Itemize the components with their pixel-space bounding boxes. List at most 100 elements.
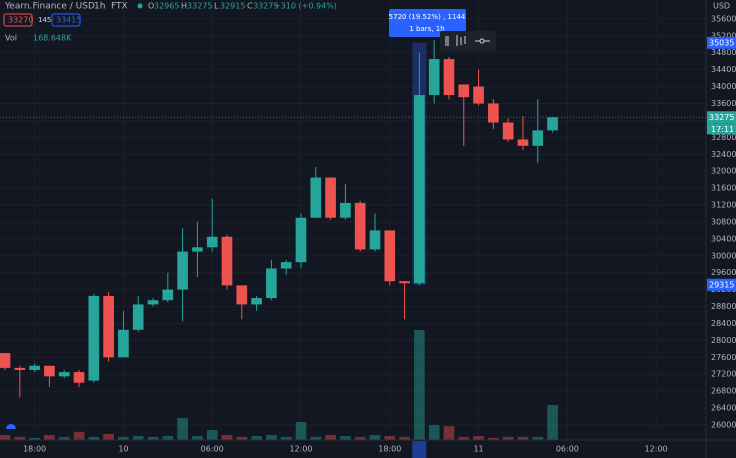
volume-bar xyxy=(14,436,26,440)
y-tick-label: 32000 xyxy=(711,167,736,176)
volume-bar xyxy=(132,436,144,440)
candle-body xyxy=(384,230,396,282)
ohlc-key: H xyxy=(181,2,187,11)
volume-bar xyxy=(44,435,55,440)
y-tick-label: 34800 xyxy=(711,48,736,57)
ohlc-key: C xyxy=(247,2,253,11)
y-tick-label: 31600 xyxy=(711,184,736,193)
volume-bar xyxy=(354,436,366,440)
interval: 1h xyxy=(94,2,105,12)
y-tick-label: 27600 xyxy=(711,353,736,362)
volume-bar xyxy=(177,418,188,440)
y-tick-label: 28400 xyxy=(711,319,736,328)
volume-bar xyxy=(473,436,484,440)
y-tick-label: 28000 xyxy=(711,336,736,345)
ask-box[interactable] xyxy=(51,13,81,27)
volume-bar xyxy=(340,436,351,440)
volume-bar xyxy=(399,436,410,440)
y-tick-label: 26400 xyxy=(711,404,736,413)
volume-text: 168.648K xyxy=(33,34,72,43)
price-marker-label: 29315 xyxy=(709,280,734,289)
y-tick-label: 35600 xyxy=(711,14,736,23)
candle-body xyxy=(399,281,410,284)
candle-body xyxy=(295,217,307,263)
volume-bar xyxy=(147,436,159,440)
tooltip-line: 5720 (19.52%) , 1144 xyxy=(389,13,466,21)
volume-bar xyxy=(251,436,262,440)
volume-bar xyxy=(295,421,307,440)
currency: USD xyxy=(713,2,730,11)
y-tick-label: 26800 xyxy=(711,387,736,396)
volume-bar xyxy=(547,404,558,440)
candle-body xyxy=(414,95,425,284)
y-tick-label: 32800 xyxy=(711,133,736,142)
measure-tooltip xyxy=(389,9,466,37)
volume-bar xyxy=(118,436,129,440)
candle-body xyxy=(58,372,70,377)
y-tick-label: 28800 xyxy=(711,302,736,311)
candle-body xyxy=(44,365,55,377)
volume-bar xyxy=(103,433,114,440)
volume-bar xyxy=(280,436,292,440)
candle-body xyxy=(428,59,440,96)
volume-bar xyxy=(517,436,529,440)
price-marker-label: 35035 xyxy=(709,38,734,47)
volume-bar xyxy=(369,435,381,440)
bid-box[interactable] xyxy=(3,13,33,27)
volume-bar xyxy=(221,435,233,440)
x-tick-label: 06:00 xyxy=(201,445,224,454)
candle-body xyxy=(502,122,514,140)
candle-body xyxy=(443,59,455,96)
candle-body xyxy=(29,365,40,370)
volume-bar xyxy=(266,435,277,440)
toolbar[interactable] xyxy=(440,31,496,51)
volume-bar xyxy=(162,436,174,440)
ohlc-value: 32965 xyxy=(154,2,179,11)
x-tick-label: 18:00 xyxy=(378,445,401,454)
candle-body xyxy=(73,372,85,383)
ohlc-value: 33275 xyxy=(187,2,212,11)
countdown: 17:11 xyxy=(711,125,734,134)
candle-body xyxy=(458,84,470,98)
y-tick-label: 27200 xyxy=(711,370,736,379)
candle-body xyxy=(103,295,114,358)
candle-body xyxy=(118,329,129,358)
volume-bar xyxy=(206,430,218,440)
x-tick-label: 12:00 xyxy=(289,445,312,454)
candle-body xyxy=(310,177,322,218)
volume-bar xyxy=(384,436,396,440)
x-tick-label: 11 xyxy=(473,445,483,454)
ohlc-key: L xyxy=(214,2,219,11)
candle-body xyxy=(88,295,100,381)
price-marker xyxy=(707,36,736,49)
y-tick-label: 26000 xyxy=(711,420,736,429)
candle-body xyxy=(517,139,529,146)
volume-bar xyxy=(325,435,336,440)
volume-bar xyxy=(236,436,248,440)
spread: 145 xyxy=(38,16,51,24)
ask: 33415 xyxy=(56,16,81,25)
volume-bar xyxy=(192,436,203,440)
candle-body xyxy=(192,247,203,252)
volume-bar xyxy=(428,425,440,440)
candle-body xyxy=(14,367,26,370)
volume-bar xyxy=(414,330,425,440)
toolbar-icons xyxy=(445,35,490,46)
candle-body xyxy=(0,353,11,368)
candle-body xyxy=(369,230,381,250)
candle-body xyxy=(251,298,262,305)
bid: 33270 xyxy=(8,16,33,25)
volume-bar xyxy=(29,437,40,440)
x-tick-label: 12:00 xyxy=(645,445,668,454)
candle-body xyxy=(132,304,144,330)
time-highlight xyxy=(412,441,427,458)
volume-bar xyxy=(458,436,470,440)
candle-body xyxy=(280,262,292,269)
y-tick-label: 32400 xyxy=(711,150,736,159)
candle-body xyxy=(354,202,366,250)
candle-body xyxy=(488,103,499,123)
candle-body xyxy=(340,202,351,218)
plot xyxy=(0,40,558,440)
